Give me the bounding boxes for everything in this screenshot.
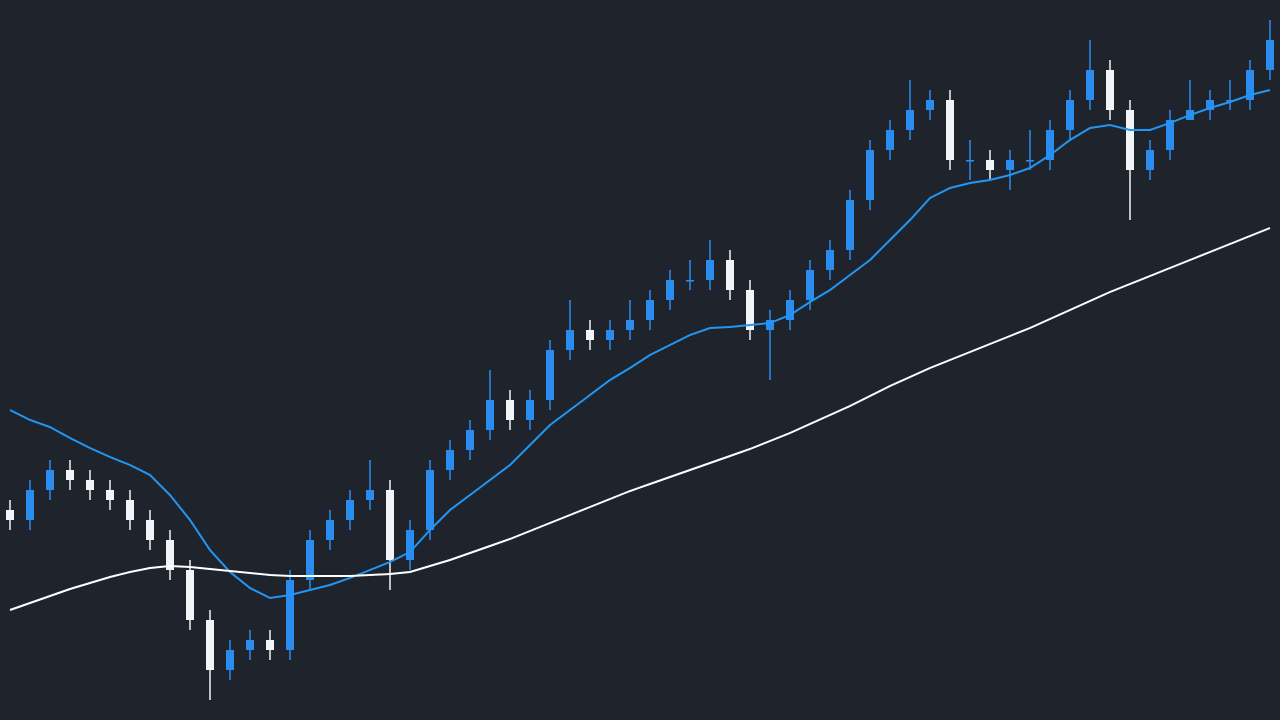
candle-body [666, 280, 674, 300]
candle-body [286, 580, 294, 650]
candle-body [86, 480, 94, 490]
candle-body [226, 650, 234, 670]
candle-body [466, 430, 474, 450]
candle-body [626, 320, 634, 330]
candle-body [246, 640, 254, 650]
candle-body [586, 330, 594, 340]
candle-body [1026, 160, 1034, 162]
candle-body [326, 520, 334, 540]
candle-body [366, 490, 374, 500]
candle-body [1266, 40, 1274, 70]
candle-body [746, 290, 754, 330]
candle-body [346, 500, 354, 520]
moving-average-line [9, 89, 1271, 600]
candle-body [986, 160, 994, 170]
candle-body [886, 130, 894, 150]
candle-body [826, 250, 834, 270]
candle-body [646, 300, 654, 320]
candle-body [1166, 120, 1174, 150]
candle-body [846, 200, 854, 250]
moving-average-line [9, 227, 1271, 611]
candle-body [106, 490, 114, 500]
candle-body [866, 150, 874, 200]
candle-body [806, 270, 814, 300]
candle-body [126, 500, 134, 520]
candle-body [926, 100, 934, 110]
candle-body [46, 470, 54, 490]
candle-body [386, 490, 394, 560]
candle-body [306, 540, 314, 580]
candle-body [946, 100, 954, 160]
candle-body [1006, 160, 1014, 170]
candle-body [206, 620, 214, 670]
candle-body [726, 260, 734, 290]
candle-body [146, 520, 154, 540]
candle-body [1046, 130, 1054, 160]
candle-body [1126, 110, 1134, 170]
candle-body [506, 400, 514, 420]
candle-body [1106, 70, 1114, 110]
candle-body [186, 570, 194, 620]
candle-body [606, 330, 614, 340]
candle-body [6, 510, 14, 520]
candle-body [1206, 100, 1214, 110]
candle-body [26, 490, 34, 520]
candle-body [406, 530, 414, 560]
candle-body [426, 470, 434, 530]
candle-body [166, 540, 174, 570]
candle-body [546, 350, 554, 400]
candle-body [1086, 70, 1094, 100]
candle-body [566, 330, 574, 350]
candle-body [1146, 150, 1154, 170]
candle-body [266, 640, 274, 650]
candle-body [486, 400, 494, 430]
candle-body [1226, 100, 1234, 102]
candle-body [1066, 100, 1074, 130]
candle-body [526, 400, 534, 420]
candle-body [966, 160, 974, 162]
candle-body [1246, 70, 1254, 100]
candle-body [786, 300, 794, 320]
candle-body [686, 280, 694, 282]
candle-body [906, 110, 914, 130]
candle-body [446, 450, 454, 470]
candle-body [766, 320, 774, 330]
candle-body [706, 260, 714, 280]
candle-body [66, 470, 74, 480]
